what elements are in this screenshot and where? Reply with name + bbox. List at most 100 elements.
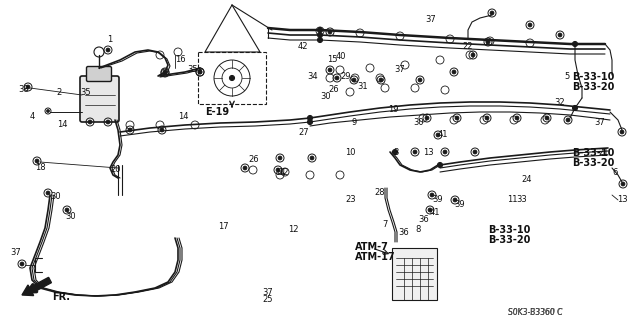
- Text: 37: 37: [10, 248, 20, 257]
- Text: ATM-17: ATM-17: [355, 252, 396, 262]
- Text: 39: 39: [432, 195, 443, 204]
- Text: 3: 3: [393, 148, 398, 157]
- Text: 39: 39: [454, 200, 465, 209]
- Circle shape: [452, 70, 456, 74]
- Text: 18: 18: [35, 163, 45, 172]
- Circle shape: [490, 11, 494, 15]
- Circle shape: [425, 116, 429, 120]
- Circle shape: [392, 150, 397, 154]
- Text: 14: 14: [57, 120, 67, 129]
- Bar: [392, 248, 437, 300]
- Text: 23: 23: [345, 195, 356, 204]
- Circle shape: [455, 116, 459, 120]
- Circle shape: [545, 116, 549, 120]
- Text: B-33-10: B-33-10: [488, 225, 531, 235]
- Text: B-33-20: B-33-20: [572, 158, 614, 168]
- Text: 26: 26: [248, 155, 259, 164]
- FancyBboxPatch shape: [86, 66, 111, 81]
- Text: 38: 38: [18, 85, 29, 94]
- Text: B-33-10: B-33-10: [572, 72, 614, 82]
- Text: 14: 14: [178, 112, 189, 121]
- Text: 37: 37: [262, 288, 273, 297]
- Circle shape: [106, 48, 110, 52]
- Circle shape: [307, 120, 312, 124]
- Text: 22: 22: [462, 42, 472, 51]
- Text: 5: 5: [564, 72, 569, 81]
- Text: 26: 26: [328, 85, 339, 94]
- Text: 24: 24: [521, 175, 531, 184]
- Circle shape: [106, 120, 110, 124]
- Circle shape: [26, 85, 30, 89]
- Text: 36: 36: [418, 215, 429, 224]
- Text: 41: 41: [430, 208, 440, 217]
- Circle shape: [278, 156, 282, 160]
- Text: FR.: FR.: [52, 292, 70, 302]
- Text: 31: 31: [357, 82, 367, 91]
- Text: 20: 20: [110, 165, 120, 174]
- Circle shape: [160, 128, 164, 132]
- Text: 36: 36: [398, 228, 409, 237]
- Circle shape: [573, 41, 577, 47]
- Text: 17: 17: [218, 222, 228, 231]
- Text: 30: 30: [50, 192, 61, 201]
- Circle shape: [65, 208, 69, 212]
- Text: E-19: E-19: [205, 107, 229, 117]
- Circle shape: [328, 68, 332, 72]
- Circle shape: [198, 70, 202, 74]
- Circle shape: [335, 76, 339, 80]
- Text: S0K3-B3360 C: S0K3-B3360 C: [508, 308, 563, 317]
- Text: ATM-7: ATM-7: [355, 242, 389, 252]
- Text: 40: 40: [336, 52, 346, 61]
- Circle shape: [485, 116, 489, 120]
- Circle shape: [471, 53, 475, 57]
- Circle shape: [310, 156, 314, 160]
- Text: 19: 19: [388, 105, 399, 114]
- Circle shape: [230, 76, 234, 80]
- Text: 8: 8: [415, 225, 420, 234]
- Circle shape: [438, 162, 442, 167]
- Circle shape: [379, 78, 383, 82]
- Text: 25: 25: [262, 295, 273, 304]
- Text: 42: 42: [298, 42, 308, 51]
- Circle shape: [473, 150, 477, 154]
- Text: 34: 34: [307, 72, 317, 81]
- Circle shape: [163, 70, 167, 74]
- Text: 30: 30: [320, 92, 331, 101]
- Text: 14: 14: [275, 168, 285, 177]
- Text: 35: 35: [80, 88, 91, 97]
- Text: 21: 21: [598, 148, 609, 157]
- Text: 13: 13: [423, 148, 434, 157]
- Circle shape: [328, 30, 332, 34]
- Text: 9: 9: [352, 118, 357, 127]
- Circle shape: [430, 193, 434, 197]
- Circle shape: [453, 198, 457, 202]
- Circle shape: [276, 168, 280, 172]
- Circle shape: [413, 150, 417, 154]
- Circle shape: [418, 78, 422, 82]
- Text: B-33-10: B-33-10: [572, 148, 614, 158]
- Circle shape: [317, 27, 323, 33]
- Bar: [198, 52, 266, 104]
- Circle shape: [307, 115, 312, 121]
- Text: 30: 30: [413, 118, 424, 127]
- Circle shape: [573, 106, 577, 110]
- Text: 11: 11: [507, 195, 518, 204]
- Text: 32: 32: [554, 98, 564, 107]
- Text: 37: 37: [594, 118, 605, 127]
- Text: 37: 37: [394, 65, 404, 74]
- Text: 41: 41: [438, 130, 449, 139]
- Text: 7: 7: [382, 220, 387, 229]
- FancyBboxPatch shape: [80, 76, 119, 122]
- Text: 33: 33: [516, 195, 527, 204]
- Circle shape: [515, 116, 519, 120]
- Text: 13: 13: [617, 195, 628, 204]
- Circle shape: [35, 159, 39, 163]
- Text: 16: 16: [175, 55, 186, 64]
- Circle shape: [566, 118, 570, 122]
- Circle shape: [46, 191, 50, 195]
- Text: 12: 12: [278, 168, 289, 177]
- Circle shape: [243, 166, 247, 170]
- Circle shape: [163, 71, 167, 75]
- Text: 2: 2: [56, 88, 61, 97]
- Circle shape: [88, 120, 92, 124]
